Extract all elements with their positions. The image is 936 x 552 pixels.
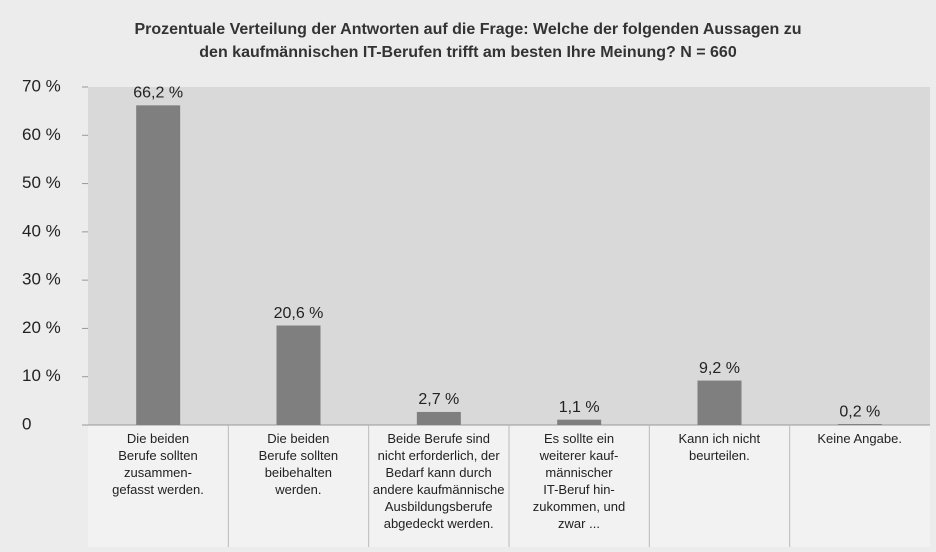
y-tick-label: 30 %: [22, 270, 61, 289]
y-tick-label: 20 %: [22, 318, 61, 337]
data-label: 66,2 %: [133, 85, 183, 102]
x-tick-label: Kann ich nicht beurteilen.: [678, 431, 761, 463]
plot-area: [88, 87, 930, 425]
bar: [136, 105, 181, 425]
bar: [697, 380, 742, 425]
x-tick-label: Die beiden Berufe sollten zusammen- gefa…: [112, 431, 204, 497]
x-tick-label: Die beiden Berufe sollten beibehalten we…: [258, 431, 339, 497]
data-label: 0,2 %: [839, 403, 880, 420]
data-label: 20,6 %: [274, 305, 324, 322]
data-label: 9,2 %: [699, 360, 740, 377]
x-tick-label: Beide Berufe sind nicht erforderlich, de…: [372, 431, 505, 531]
y-tick-label: 50 %: [22, 173, 61, 192]
bar: [557, 419, 602, 425]
chart-title: Prozentuale Verteilung der Antworten auf…: [134, 21, 802, 61]
bar: [276, 325, 321, 425]
y-tick-label: 0: [22, 414, 31, 433]
x-tick-label: Es sollte ein weiterer kauf- männischer …: [532, 431, 626, 531]
y-tick-label: 60 %: [22, 125, 61, 144]
y-tick-label: 10 %: [22, 366, 61, 385]
y-tick-label: 70 %: [22, 76, 61, 95]
bar: [416, 411, 461, 425]
y-tick-label: 40 %: [22, 221, 61, 240]
data-label: 2,7 %: [418, 391, 459, 408]
x-tick-label: Keine Angabe.: [817, 431, 902, 446]
bar: [837, 424, 882, 425]
data-label: 1,1 %: [559, 399, 600, 416]
